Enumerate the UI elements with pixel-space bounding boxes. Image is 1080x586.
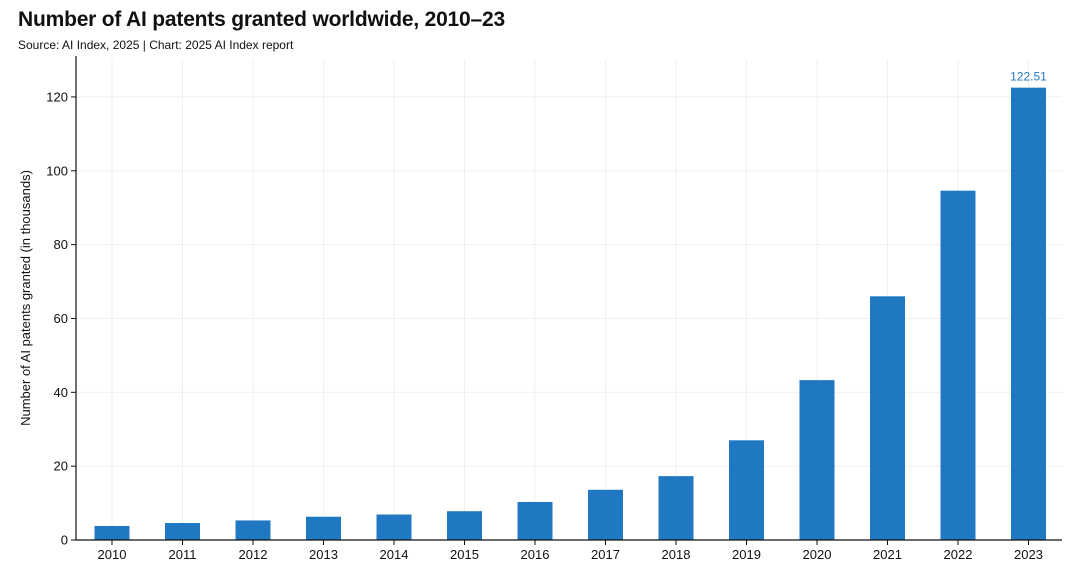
x-tick-label-2023: 2023 [1014, 547, 1043, 562]
bar-2023 [1011, 87, 1046, 540]
x-tick-label-2012: 2012 [239, 547, 268, 562]
gridlines [76, 60, 1062, 540]
y-tick-label: 0 [61, 533, 68, 548]
bar-2017 [588, 489, 623, 540]
x-tick-label-2019: 2019 [732, 547, 761, 562]
y-axis-label: Number of AI patents granted (in thousan… [18, 170, 33, 426]
x-tick-label-2013: 2013 [309, 547, 338, 562]
bar-2016 [517, 501, 553, 540]
x-tick-label-2011: 2011 [169, 547, 197, 562]
y-tick-labels: 0 20 40 60 80 100 120 [46, 89, 68, 547]
y-tick-label: 60 [54, 311, 68, 326]
y-tick-label: 80 [54, 237, 68, 252]
x-tick-label-2020: 2020 [803, 547, 832, 562]
x-tick-label-2016: 2016 [521, 547, 550, 562]
x-tick-labels: 2010 2011 2012 2013 2014 2015 2016 2017 2018 2019… [98, 547, 1043, 562]
data-labels: 122.51 [1010, 70, 1047, 84]
chart-subtitle: Source: AI Index, 2025 | Chart: 2025 AI … [18, 38, 294, 52]
x-tick-label-2010: 2010 [98, 547, 127, 562]
bar-2011 [165, 523, 200, 540]
axes [71, 56, 1062, 545]
bar-2015 [447, 511, 482, 540]
x-tick-label-2022: 2022 [944, 547, 973, 562]
bar-2021 [870, 296, 905, 540]
y-tick-label: 40 [54, 385, 68, 400]
bar-2018 [658, 476, 694, 540]
y-tick-label: 120 [46, 89, 68, 104]
bar-2019 [729, 440, 764, 540]
bar-2022 [940, 190, 976, 540]
x-tick-label-2018: 2018 [662, 547, 691, 562]
y-tick-label: 20 [54, 459, 68, 474]
x-tick-label-2021: 2021 [873, 547, 902, 562]
bar-2010 [94, 525, 130, 540]
data-label-2023: 122.51 [1010, 70, 1047, 84]
x-tick-label-2015: 2015 [450, 547, 479, 562]
bar-2014 [376, 514, 412, 540]
bar-2020 [799, 380, 835, 540]
bar-2013 [306, 516, 341, 540]
bars [94, 87, 1046, 540]
x-tick-label-2014: 2014 [380, 547, 409, 562]
y-tick-label: 100 [46, 163, 68, 178]
bar-2012 [235, 520, 271, 540]
x-tick-label-2017: 2017 [591, 547, 620, 562]
chart-title: Number of AI patents granted worldwide, … [18, 8, 505, 31]
